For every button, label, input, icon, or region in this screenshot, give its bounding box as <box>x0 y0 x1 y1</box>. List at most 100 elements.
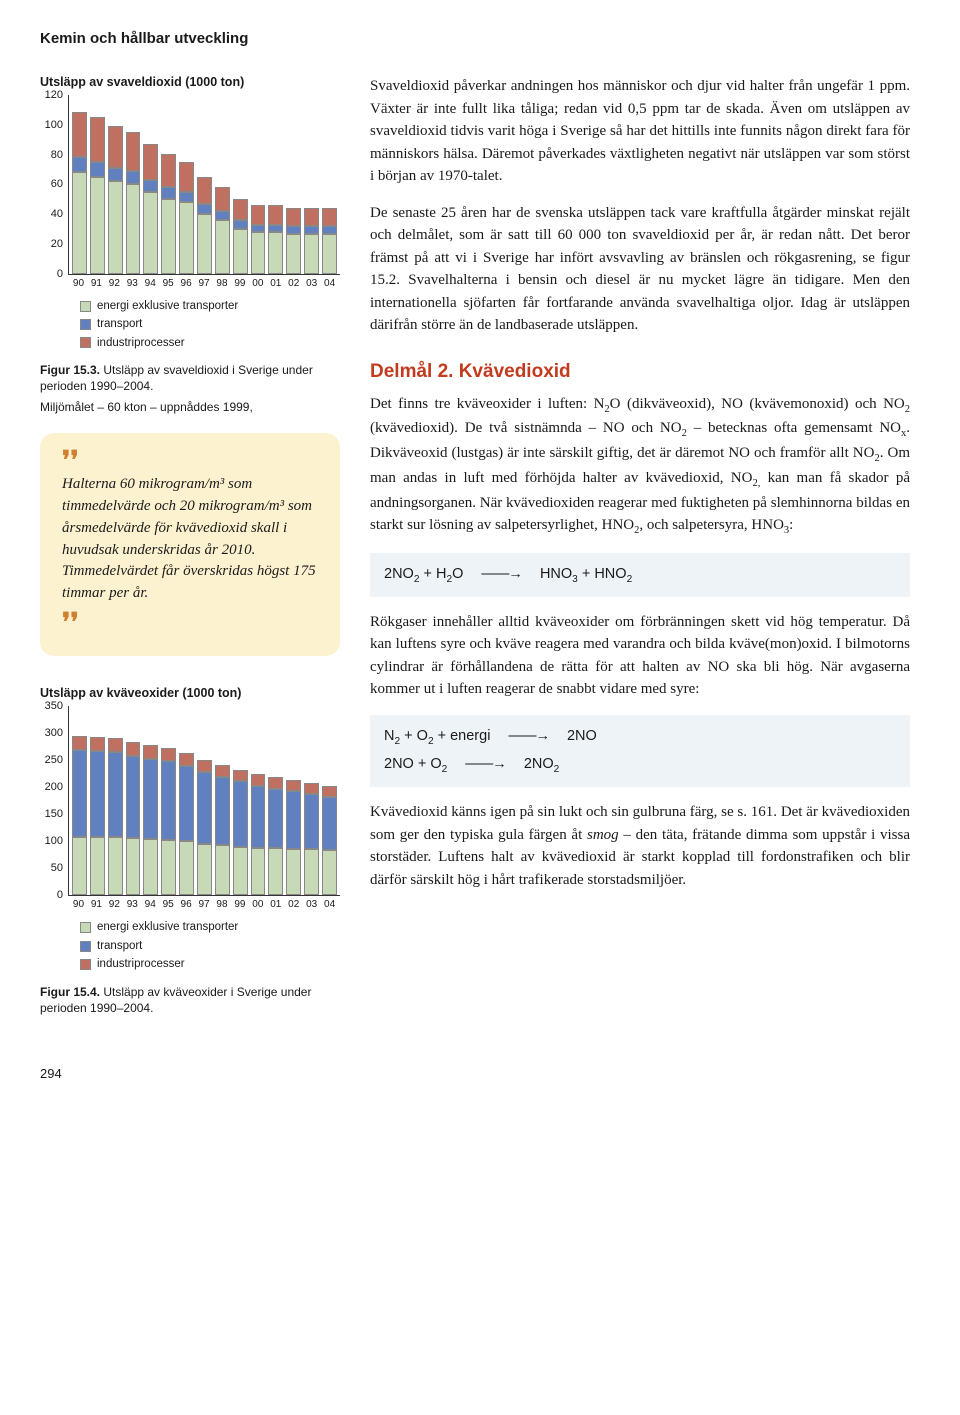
bar-segment-transport <box>233 220 248 229</box>
bar-column <box>126 132 141 275</box>
quote-text: Halterna 60 mikrogram/m³ som timmedelvär… <box>62 474 318 605</box>
paragraph-3: Det finns tre kväveoxider i luften: N2O … <box>370 393 910 539</box>
bar-segment-energi <box>108 181 123 274</box>
bar-column <box>143 745 158 895</box>
x-tick-label: 98 <box>215 899 230 910</box>
bar-column <box>143 144 158 275</box>
bar-segment-industri <box>233 199 248 220</box>
x-tick-label: 95 <box>161 899 176 910</box>
legend-swatch-transport <box>80 319 91 330</box>
x-tick-label: 04 <box>322 899 337 910</box>
legend-swatch-transport-2 <box>80 941 91 952</box>
bar-segment-energi <box>143 839 158 895</box>
bar-segment-industri <box>108 126 123 168</box>
chart2-legend: energi exklusive transporter transport i… <box>80 918 340 973</box>
bar-segment-industri <box>90 737 105 751</box>
bar-segment-industri <box>72 736 87 750</box>
x-tick-label: 00 <box>250 278 265 289</box>
bar-segment-energi <box>197 844 212 896</box>
chart2-caption: Figur 15.4. Utsläpp av kväveoxider i Sve… <box>40 984 340 1016</box>
bar-segment-energi <box>322 850 337 895</box>
chart1-caption: Figur 15.3. Utsläpp av svaveldioxid i Sv… <box>40 362 340 394</box>
bar-segment-energi <box>197 214 212 274</box>
y-tick-label: 250 <box>40 755 63 766</box>
x-tick-label: 93 <box>125 899 140 910</box>
bar-segment-energi <box>126 184 141 274</box>
bar-column <box>108 738 123 895</box>
bar-segment-industri <box>72 112 87 157</box>
page-number: 294 <box>40 1066 910 1081</box>
quote-callout: ❜❜ Halterna 60 mikrogram/m³ som timmedel… <box>40 433 340 657</box>
x-tick-label: 98 <box>215 278 230 289</box>
bar-segment-transport <box>179 192 194 203</box>
x-tick-label: 00 <box>250 899 265 910</box>
x-tick-label: 03 <box>304 278 319 289</box>
bar-segment-transport <box>304 794 319 849</box>
bar-segment-transport <box>197 204 212 215</box>
bar-segment-transport <box>143 180 158 192</box>
bar-column <box>90 737 105 896</box>
x-tick-label: 93 <box>125 278 140 289</box>
bar-segment-energi <box>251 232 266 274</box>
bar-segment-transport <box>286 791 301 849</box>
x-tick-label: 04 <box>322 278 337 289</box>
bar-column <box>251 205 266 274</box>
y-tick-label: 350 <box>40 701 63 712</box>
x-tick-label: 92 <box>107 899 122 910</box>
bar-segment-transport <box>233 781 248 846</box>
bar-segment-transport <box>251 786 266 848</box>
bar-segment-transport <box>161 187 176 199</box>
y-tick-label: 100 <box>40 836 63 847</box>
bar-segment-industri <box>322 208 337 226</box>
legend-label-industri: industriprocesser <box>97 334 185 352</box>
y-tick-label: 300 <box>40 728 63 739</box>
paragraph-4: Rökgaser innehåller alltid kväveoxider o… <box>370 611 910 701</box>
bar-segment-industri <box>268 777 283 789</box>
bar-segment-transport <box>304 226 319 234</box>
legend-swatch-energi-2 <box>80 922 91 933</box>
bar-segment-industri <box>304 208 319 226</box>
bar-segment-transport <box>179 766 194 841</box>
chart2: 050100150200250300350 <box>40 706 340 896</box>
bar-segment-transport <box>72 750 87 837</box>
legend-swatch-industri-2 <box>80 959 91 970</box>
chart1-title: Utsläpp av svaveldioxid (1000 ton) <box>40 75 340 89</box>
legend-label-industri-2: industriprocesser <box>97 955 185 973</box>
paragraph-1: Svaveldioxid påverkar andningen hos männ… <box>370 75 910 188</box>
bar-segment-industri <box>286 780 301 791</box>
bar-segment-industri <box>161 748 176 761</box>
y-tick-label: 40 <box>40 209 63 220</box>
x-tick-label: 94 <box>143 899 158 910</box>
bar-segment-industri <box>108 738 123 752</box>
bar-column <box>90 117 105 275</box>
bar-column <box>179 753 194 895</box>
bar-segment-energi <box>90 177 105 275</box>
bar-segment-energi <box>251 848 266 896</box>
left-column: Utsläpp av svaveldioxid (1000 ton) 02040… <box>40 75 340 1016</box>
paragraph-5: Kvävedioxid känns igen på sin lukt och s… <box>370 801 910 891</box>
bar-segment-transport <box>90 162 105 177</box>
bar-column <box>304 783 319 896</box>
quote-close-icon: ❜❜ <box>62 615 318 631</box>
bar-segment-energi <box>108 837 123 896</box>
bar-segment-industri <box>126 742 141 756</box>
bar-column <box>268 777 283 896</box>
bar-segment-energi <box>268 232 283 274</box>
bar-segment-industri <box>304 783 319 794</box>
bar-segment-industri <box>197 760 212 772</box>
bar-segment-industri <box>251 774 266 786</box>
equation-box-1: 2NO2 + H2O ——→ HNO3 + HNO2 <box>370 553 910 597</box>
bar-segment-energi <box>179 841 194 895</box>
chart1-subcaption: Miljömålet – 60 kton – uppnåddes 1999, <box>40 399 340 415</box>
bar-column <box>233 199 248 274</box>
bar-column <box>286 208 301 274</box>
bar-column <box>251 774 266 896</box>
bar-segment-energi <box>161 840 176 896</box>
bar-segment-energi <box>286 234 301 275</box>
bar-segment-energi <box>179 202 194 274</box>
chart1-legend: energi exklusive transporter transport i… <box>80 297 340 352</box>
x-tick-label: 99 <box>232 899 247 910</box>
legend-swatch-energi <box>80 301 91 312</box>
bar-column <box>72 736 87 896</box>
x-tick-label: 96 <box>179 278 194 289</box>
